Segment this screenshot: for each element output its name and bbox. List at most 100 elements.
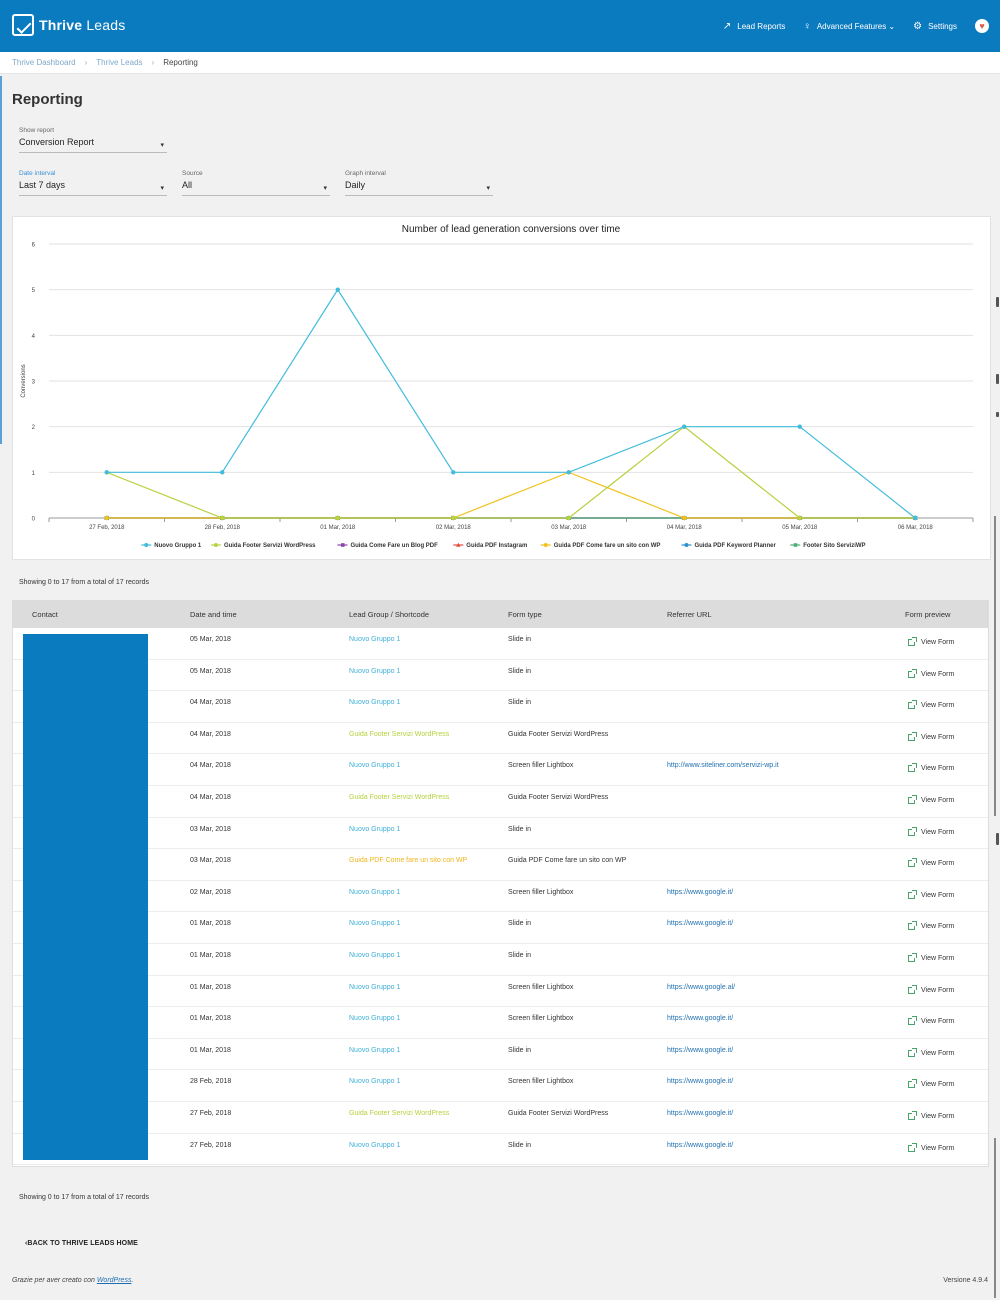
graph-interval-select[interactable]: Graph interval Daily ▾ [345, 170, 493, 196]
external-link-icon [908, 858, 917, 868]
data-point [451, 470, 456, 475]
view-form-label: View Form [921, 891, 955, 899]
row-date: 03 Mar, 2018 [190, 825, 231, 833]
table-row: 04 Mar, 2018 Guida Footer Servizi WordPre… [13, 786, 988, 818]
source-select[interactable]: Source All ▾ [182, 170, 330, 196]
table-row: 01 Mar, 2018 Nuovo Gruppo 1 Screen filler … [13, 1007, 988, 1039]
show-report-select[interactable]: Show report Conversion Report ▾ [19, 127, 167, 153]
view-form-button[interactable]: View Form [908, 1110, 954, 1120]
row-referrer-url[interactable]: https://www.google.it/ [667, 1015, 734, 1023]
row-referrer-url[interactable]: https://www.google.it/ [667, 1046, 734, 1054]
row-date: 27 Feb, 2018 [190, 1109, 232, 1117]
scrollbar-mark[interactable] [996, 297, 999, 307]
view-form-button[interactable]: View Form [908, 1047, 954, 1057]
scrollbar-mark[interactable] [996, 833, 999, 845]
nav-settings-label: Settings [928, 21, 957, 31]
table-row: 01 Mar, 2018 Nuovo Gruppo 1 Slide in https:… [13, 1039, 988, 1071]
row-lead-group-link[interactable]: Nuovo Gruppo 1 [349, 825, 401, 833]
view-form-label: View Form [921, 639, 955, 646]
scrollbar-track[interactable] [994, 516, 996, 816]
external-link-icon [908, 700, 917, 710]
row-referrer-url[interactable]: https://www.google.it/ [667, 1141, 734, 1149]
row-lead-group-link[interactable]: Nuovo Gruppo 1 [349, 667, 401, 675]
row-date: 04 Mar, 2018 [190, 699, 231, 707]
x-tick-label: 28 Feb, 2018 [205, 525, 241, 531]
wordpress-link[interactable]: WordPress [96, 1277, 132, 1284]
scrollbar-track[interactable] [994, 1138, 996, 1298]
back-to-thrive-leads-link[interactable]: ‹BACK TO THRIVE LEADS HOME [25, 1240, 138, 1247]
date-interval-select[interactable]: Date interval Last 7 days ▾ [19, 170, 167, 196]
legend-marker [793, 543, 798, 547]
row-lead-group-link[interactable]: Guida Footer Servizi WordPress [349, 1109, 450, 1117]
row-lead-group-link[interactable]: Nuovo Gruppo 1 [349, 699, 401, 707]
records-summary-bottom: Showing 0 to 17 from a total of 17 recor… [19, 1194, 149, 1201]
scrollbar-mark[interactable] [996, 412, 999, 417]
row-lead-group-link[interactable]: Nuovo Gruppo 1 [349, 951, 401, 959]
row-lead-group-link[interactable]: Nuovo Gruppo 1 [349, 1046, 401, 1054]
view-form-button[interactable]: View Form [908, 889, 955, 899]
view-form-button[interactable]: View Form [908, 826, 954, 836]
table-row: 28 Feb, 2018 Nuovo Gruppo 1 Screen filler … [13, 1070, 988, 1102]
view-form-button[interactable]: View Form [908, 1016, 955, 1026]
data-point [220, 470, 225, 475]
row-lead-group-link[interactable]: Nuovo Gruppo 1 [349, 636, 401, 643]
chart-title: Number of lead generation conversions ov… [402, 224, 621, 235]
view-form-button[interactable]: View Form [908, 763, 955, 773]
breadcrumb: Thrive Dashboard › Thrive Leads › Report… [0, 52, 1000, 74]
row-referrer-url[interactable]: http://www.siteliner.com/servizi-wp.it [667, 762, 779, 770]
row-form-type: Slide in [508, 951, 531, 959]
row-referrer-url[interactable]: https://www.google.it/ [667, 888, 734, 896]
view-form-button[interactable]: View Form [908, 731, 954, 741]
table-row: 03 Mar, 2018 Guida PDF Come fare un sito … [13, 849, 988, 881]
row-lead-group-link[interactable]: Nuovo Gruppo 1 [349, 1015, 401, 1023]
view-form-button[interactable]: View Form [908, 637, 955, 646]
row-date: 28 Feb, 2018 [190, 1078, 232, 1086]
external-link-icon [908, 1016, 917, 1026]
row-lead-group-link[interactable]: Nuovo Gruppo 1 [349, 1141, 401, 1149]
row-date: 01 Mar, 2018 [190, 951, 231, 959]
view-form-button[interactable]: View Form [908, 1079, 954, 1089]
row-lead-group-link[interactable]: Nuovo Gruppo 1 [349, 888, 401, 896]
nav-lead-reports[interactable]: ↗ Lead Reports [723, 21, 785, 32]
data-point [104, 470, 109, 475]
row-lead-group-link[interactable]: Guida Footer Servizi WordPress [349, 793, 450, 801]
row-lead-group-link[interactable]: Guida PDF Come fare un sito con WP [349, 857, 468, 865]
nav-advanced-features[interactable]: ♀ Advanced Features ⌄ [803, 21, 895, 32]
column-date-time: Date and time [190, 610, 237, 619]
x-tick-label: 02 Mar, 2018 [436, 525, 472, 531]
breadcrumb-thrive-leads[interactable]: Thrive Leads [96, 58, 143, 67]
table-row: 02 Mar, 2018 Nuovo Gruppo 1 Screen filler … [13, 881, 988, 913]
view-form-button[interactable]: View Form [908, 921, 954, 931]
row-form-type: Slide in [508, 636, 531, 643]
source-value: All [182, 180, 193, 190]
view-form-button[interactable]: View Form [908, 952, 954, 962]
view-form-button[interactable]: View Form [908, 858, 954, 868]
row-lead-group-link[interactable]: Nuovo Gruppo 1 [349, 983, 401, 991]
show-report-value: Conversion Report [19, 137, 95, 147]
row-lead-group-link[interactable]: Nuovo Gruppo 1 [349, 762, 401, 770]
view-form-button[interactable]: View Form [908, 794, 954, 804]
row-referrer-url[interactable]: https://www.google.al/ [667, 983, 736, 991]
heart-icon: ♥ [979, 21, 985, 31]
row-referrer-url[interactable]: https://www.google.it/ [667, 920, 734, 928]
view-form-button[interactable]: View Form [908, 984, 954, 994]
row-lead-group-link[interactable]: Nuovo Gruppo 1 [349, 920, 401, 928]
conversions-chart-card: Number of lead generation conversions ov… [12, 216, 991, 560]
view-form-button[interactable]: View Form [908, 668, 954, 678]
row-referrer-url[interactable]: https://www.google.it/ [667, 1109, 734, 1117]
nav-settings[interactable]: ⚙ Settings [913, 21, 957, 32]
view-form-button[interactable]: View Form [908, 1142, 954, 1152]
heart-button[interactable]: ♥ [975, 19, 989, 33]
breadcrumb-thrive-dashboard[interactable]: Thrive Dashboard [12, 58, 76, 67]
row-lead-group-link[interactable]: Guida Footer Servizi WordPress [349, 730, 450, 738]
row-lead-group-link[interactable]: Nuovo Gruppo 1 [349, 1078, 401, 1086]
view-form-button[interactable]: View Form [908, 700, 954, 710]
scrollbar-mark[interactable] [996, 374, 999, 384]
row-referrer-url[interactable]: https://www.google.it/ [667, 1078, 734, 1086]
view-form-label: View Form [921, 765, 955, 773]
row-form-type: Screen filler Lightbox [508, 1015, 574, 1023]
view-form-label: View Form [921, 1018, 955, 1026]
legend-marker [684, 543, 689, 547]
thrive-leads-logo[interactable]: Thrive Leads [12, 14, 125, 36]
table-row: 05 Mar, 2018 Nuovo Gruppo 1 Slide in View F… [13, 660, 988, 692]
